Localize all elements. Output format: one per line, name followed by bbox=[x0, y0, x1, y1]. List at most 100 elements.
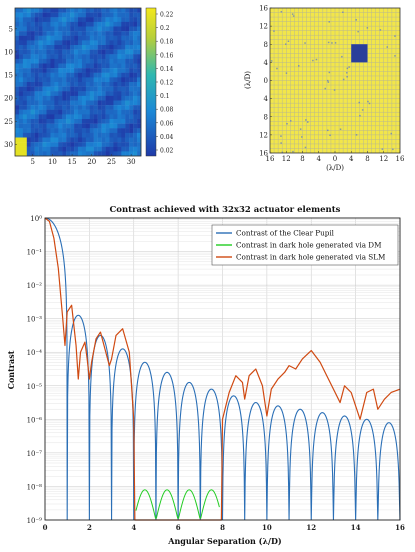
heatmap-cell bbox=[97, 109, 102, 115]
heatmap-cell bbox=[74, 151, 79, 157]
heatmap-cell bbox=[137, 100, 142, 106]
darkhole-x-tick-label: 4 bbox=[349, 155, 354, 163]
colorbar-tick-label: 0.16 bbox=[160, 52, 174, 59]
heatmap-cell bbox=[89, 54, 94, 60]
heatmap-cell bbox=[34, 82, 39, 87]
heatmap-cell bbox=[66, 77, 71, 83]
heatmap-cell bbox=[15, 26, 20, 32]
heatmap-cell bbox=[18, 77, 24, 83]
heatmap-cell bbox=[117, 35, 122, 41]
heatmap-cell bbox=[125, 49, 130, 55]
heatmap-cell bbox=[38, 63, 43, 69]
heatmap-cell bbox=[62, 82, 67, 87]
heatmap-cell bbox=[58, 114, 63, 120]
chart-x-tick-label: 4 bbox=[131, 523, 136, 532]
heatmap-cell bbox=[113, 100, 118, 106]
heatmap-cell bbox=[66, 151, 71, 157]
heatmap-cell bbox=[42, 137, 47, 143]
heatmap-cell bbox=[58, 123, 63, 129]
heatmap-cell bbox=[50, 17, 55, 23]
heatmap-cell bbox=[15, 54, 20, 60]
heatmap-cell bbox=[93, 8, 98, 13]
heatmap-cell bbox=[89, 35, 94, 41]
heatmap-cell bbox=[125, 123, 130, 129]
heatmap-cell bbox=[125, 72, 130, 78]
heatmap-cell bbox=[42, 100, 47, 106]
heatmap-cell bbox=[54, 40, 59, 46]
heatmap-cell bbox=[38, 91, 43, 97]
heatmap-cell bbox=[74, 142, 79, 147]
heatmap-cell bbox=[54, 77, 59, 83]
heatmap-cell bbox=[46, 40, 51, 46]
heatmap-cell bbox=[46, 31, 51, 36]
heatmap-cell bbox=[105, 58, 110, 64]
heatmap-cell bbox=[22, 128, 28, 134]
heatmap-cell bbox=[15, 77, 20, 83]
heatmap-cell bbox=[30, 77, 35, 83]
heatmap-cell bbox=[26, 95, 31, 101]
heatmap-cell bbox=[30, 21, 35, 27]
chart-x-ticks: 0 2 4 6 8 10 12 14 16 bbox=[43, 523, 405, 532]
heatmap-cell bbox=[70, 91, 75, 97]
darkhole-speckle-dot bbox=[334, 42, 337, 44]
heatmap-cell bbox=[81, 31, 87, 36]
heatmap-cell bbox=[117, 68, 122, 73]
heatmap-cell bbox=[42, 49, 47, 55]
chart-x-tick-label: 8 bbox=[220, 523, 225, 532]
heatmap-cell bbox=[42, 95, 47, 101]
heatmap-cell bbox=[89, 105, 94, 110]
heatmap-cell bbox=[30, 72, 35, 78]
heatmap-cell bbox=[93, 95, 98, 101]
heatmap-cell bbox=[129, 49, 134, 55]
heatmap-cell bbox=[137, 45, 142, 50]
heatmap-cell bbox=[30, 151, 35, 157]
heatmap-cell bbox=[85, 72, 91, 78]
heatmap-cell bbox=[26, 86, 31, 92]
heatmap-cell bbox=[101, 72, 106, 78]
heatmap-cell bbox=[38, 54, 43, 60]
heatmap-cell bbox=[38, 132, 43, 138]
heatmap-cell bbox=[74, 137, 79, 143]
heatmap-cell bbox=[26, 40, 31, 46]
heatmap-cell bbox=[22, 146, 28, 152]
heatmap-cell bbox=[105, 137, 110, 143]
heatmap-cell bbox=[93, 77, 98, 83]
heatmap-cell bbox=[89, 95, 94, 101]
heatmap-cell bbox=[129, 142, 134, 147]
heatmap-cell bbox=[113, 86, 118, 92]
heatmap-cell bbox=[93, 105, 98, 110]
heatmap-cell bbox=[121, 49, 126, 55]
heatmap-cell bbox=[105, 86, 110, 92]
heatmap-cell bbox=[15, 142, 20, 147]
heatmap-cell bbox=[62, 100, 67, 106]
heatmap-cell bbox=[66, 45, 71, 50]
heatmap-cell bbox=[137, 123, 142, 129]
heatmap-cell bbox=[97, 128, 102, 134]
heatmap-cell bbox=[42, 82, 47, 87]
darkhole-speckle-dot bbox=[348, 66, 350, 68]
heatmap-cell bbox=[50, 123, 55, 129]
heatmap-cell bbox=[30, 109, 35, 115]
heatmap-cell bbox=[70, 132, 75, 138]
heatmap-cell bbox=[109, 128, 114, 134]
heatmap-cell bbox=[54, 151, 59, 157]
heatmap-cell bbox=[125, 8, 130, 13]
heatmap-cell bbox=[121, 31, 126, 36]
heatmap-cell bbox=[89, 45, 94, 50]
heatmap-cell bbox=[54, 49, 59, 55]
heatmap-cell bbox=[26, 54, 31, 60]
darkhole-x-ticks: 16 12 8 4 0 4 8 12 16 bbox=[266, 151, 405, 163]
heatmap-cell bbox=[70, 54, 75, 60]
heatmap-cell bbox=[89, 8, 94, 13]
heatmap-cell bbox=[137, 82, 142, 87]
heatmap-cell bbox=[50, 146, 55, 152]
heatmap-cell bbox=[101, 100, 106, 106]
heatmap-cell bbox=[58, 128, 63, 134]
heatmap-cell bbox=[26, 114, 31, 120]
heatmap-cell bbox=[74, 12, 79, 18]
heatmap-cell bbox=[137, 119, 142, 124]
heatmap-cell bbox=[34, 100, 39, 106]
heatmap-cell bbox=[62, 132, 67, 138]
heatmap-cell bbox=[34, 49, 39, 55]
heatmap-cell bbox=[133, 86, 138, 92]
